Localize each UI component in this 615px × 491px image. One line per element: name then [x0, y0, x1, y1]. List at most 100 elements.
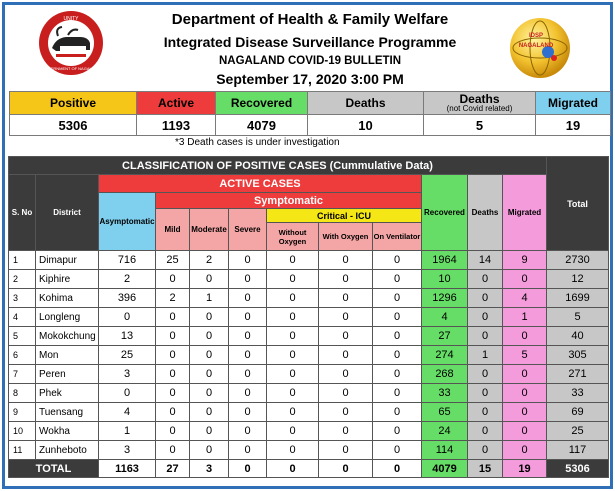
- severe-cell: 0: [228, 364, 267, 384]
- severe-cell: 0: [228, 288, 267, 308]
- sno-cell: 10: [8, 421, 36, 441]
- table-row: 3 Kohima 396 2 1 0 0 0 0 1296 0 4 1699: [8, 288, 609, 308]
- without-oxygen-cell: 0: [266, 269, 319, 289]
- migrated-cell: 0: [502, 421, 547, 441]
- sno-cell: 8: [8, 383, 36, 403]
- without-oxygen-cell: 0: [266, 288, 319, 308]
- on-ventilator-cell: 0: [372, 402, 422, 422]
- table-row: 6 Mon 25 0 0 0 0 0 0 274 1 5 305: [8, 345, 609, 365]
- sno-cell: 6: [8, 345, 36, 365]
- recovered-cell: 27: [421, 326, 468, 346]
- sno-header: S. No: [8, 174, 36, 251]
- moderate-cell: 0: [189, 326, 229, 346]
- table-row: 11 Zunheboto 3 0 0 0 0 0 0 114 0 0 117: [8, 440, 609, 460]
- on-ventilator-cell: 0: [372, 326, 422, 346]
- deaths-label: Deaths: [307, 91, 424, 115]
- bulletin-date: September 17, 2020 3:00 PM: [216, 71, 404, 87]
- total-cell: 117: [546, 440, 609, 460]
- recovered-value: 4079: [215, 114, 308, 136]
- total-cell: 271: [546, 364, 609, 384]
- sno-cell: 2: [8, 269, 36, 289]
- total-severe: 0: [228, 459, 267, 478]
- sno-cell: 7: [8, 364, 36, 384]
- without-oxygen-cell: 0: [266, 307, 319, 327]
- migrated-cell: 0: [502, 326, 547, 346]
- deaths-cell: 0: [467, 364, 503, 384]
- mild-cell: 0: [155, 345, 190, 365]
- asymptomatic-header: Asymptomatic: [98, 192, 156, 251]
- total-moderate: 3: [189, 459, 229, 478]
- table-row: 10 Wokha 1 0 0 0 0 0 0 24 0 0 25: [8, 421, 609, 441]
- death-investigation-note: *3 Death cases is under investigation: [175, 137, 340, 148]
- without-oxygen-cell: 0: [266, 250, 319, 270]
- deaths-header: Deaths: [467, 174, 503, 251]
- recovered-header: Recovered: [421, 174, 468, 251]
- nagaland-govt-seal-logo: UNITY GOVERNMENT OF NAGALAND: [39, 11, 103, 75]
- total-cell: 40: [546, 326, 609, 346]
- migrated-cell: 9: [502, 250, 547, 270]
- moderate-cell: 0: [189, 307, 229, 327]
- recovered-label: Recovered: [215, 91, 308, 115]
- svg-text:IDSP: IDSP: [529, 33, 543, 39]
- recovered-cell: 274: [421, 345, 468, 365]
- mild-cell: 0: [155, 440, 190, 460]
- migrated-cell: 0: [502, 402, 547, 422]
- severe-cell: 0: [228, 345, 267, 365]
- with-oxygen-cell: 0: [318, 250, 373, 270]
- without-oxygen-cell: 0: [266, 383, 319, 403]
- total-cell: 5: [546, 307, 609, 327]
- classification-table: CLASSIFICATION OF POSITIVE CASES (Cummul…: [8, 156, 609, 478]
- deaths-not-covid-subtitle: (not Covid related): [446, 104, 513, 113]
- without-oxygen-cell: 0: [266, 421, 319, 441]
- on-ventilator-cell: 0: [372, 383, 422, 403]
- mild-cell: 2: [155, 288, 190, 308]
- total-deaths: 15: [467, 459, 503, 478]
- total-label: TOTAL: [8, 459, 99, 478]
- table-row: 1 Dimapur 716 25 2 0 0 0 0 1964 14 9 2730: [8, 250, 609, 270]
- programme-title: Integrated Disease Surveillance Programm…: [163, 34, 457, 50]
- moderate-cell: 0: [189, 421, 229, 441]
- migrated-cell: 4: [502, 288, 547, 308]
- svg-text:GOVERNMENT OF NAGALAND: GOVERNMENT OF NAGALAND: [42, 66, 100, 71]
- with-oxygen-cell: 0: [318, 288, 373, 308]
- district-cell: Longleng: [35, 307, 99, 327]
- recovered-cell: 1964: [421, 250, 468, 270]
- moderate-cell: 0: [189, 440, 229, 460]
- severe-cell: 0: [228, 440, 267, 460]
- total-cell: 69: [546, 402, 609, 422]
- asymptomatic-cell: 3: [98, 364, 156, 384]
- sno-cell: 11: [8, 440, 36, 460]
- asymptomatic-cell: 1: [98, 421, 156, 441]
- district-cell: Tuensang: [35, 402, 99, 422]
- district-cell: Mokokchung: [35, 326, 99, 346]
- total-cell: 2730: [546, 250, 609, 270]
- without-oxygen-cell: 0: [266, 440, 319, 460]
- migrated-header: Migrated: [502, 174, 547, 251]
- critical-icu-header: Critical - ICU: [266, 208, 422, 223]
- deaths-cell: 0: [467, 383, 503, 403]
- bulletin-title: NAGALAND COVID-19 BULLETIN: [218, 55, 402, 67]
- district-cell: Zunheboto: [35, 440, 99, 460]
- mild-cell: 0: [155, 402, 190, 422]
- sno-cell: 5: [8, 326, 36, 346]
- mild-cell: 0: [155, 307, 190, 327]
- mild-cell: 0: [155, 421, 190, 441]
- total-row: TOTAL 1163 27 3 0 0 0 0 4079 15 19 5306: [8, 459, 609, 478]
- table-row: 5 Mokokchung 13 0 0 0 0 0 0 27 0 0 40: [8, 326, 609, 346]
- severe-cell: 0: [228, 383, 267, 403]
- district-cell: Kohima: [35, 288, 99, 308]
- on-ventilator-cell: 0: [372, 345, 422, 365]
- deaths-cell: 1: [467, 345, 503, 365]
- district-cell: Wokha: [35, 421, 99, 441]
- severe-cell: 0: [228, 269, 267, 289]
- on-ventilator-cell: 0: [372, 250, 422, 270]
- positive-label: Positive: [9, 91, 137, 115]
- recovered-cell: 1296: [421, 288, 468, 308]
- district-header: District: [35, 174, 99, 251]
- severe-header: Severe: [228, 208, 267, 251]
- migrated-cell: 0: [502, 383, 547, 403]
- without-oxygen-header: Without Oxygen: [266, 222, 319, 251]
- with-oxygen-cell: 0: [318, 307, 373, 327]
- recovered-cell: 268: [421, 364, 468, 384]
- on-ventilator-cell: 0: [372, 364, 422, 384]
